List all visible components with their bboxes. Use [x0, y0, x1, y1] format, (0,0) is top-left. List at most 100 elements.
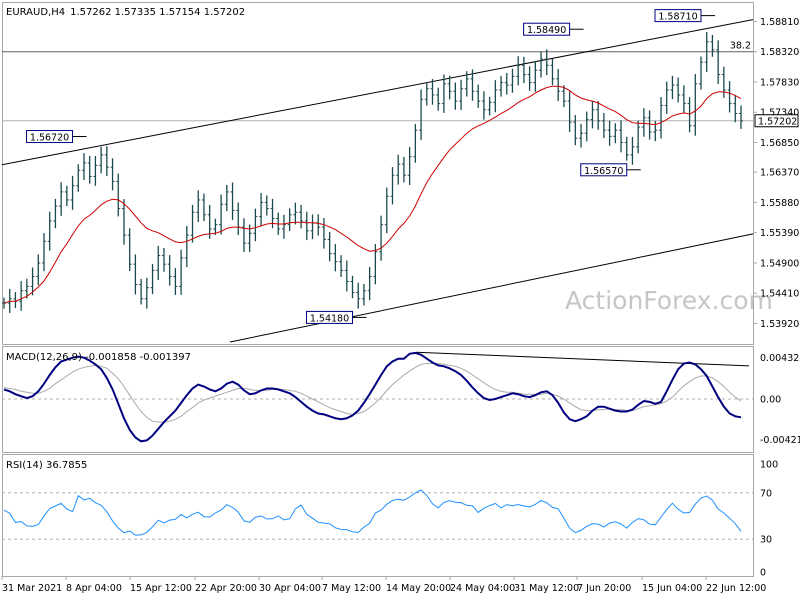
price-bar: [601, 112, 606, 139]
price-bar: [327, 231, 332, 262]
price-bar: [590, 101, 595, 129]
price-bar: [647, 110, 652, 140]
price-bar: [699, 56, 704, 90]
symbol-label: EURAUD,H4: [6, 7, 65, 18]
moving-average-line: [3, 85, 742, 304]
current-price-label: 1.57202: [758, 116, 797, 127]
price-bar: [167, 255, 172, 286]
price-bar: [630, 136, 635, 165]
price-bar: [344, 260, 349, 292]
price-bar: [104, 146, 109, 176]
price-bar: [287, 208, 292, 231]
price-bar: [693, 73, 698, 136]
price-bar: [47, 211, 52, 251]
price-bar: [24, 278, 29, 299]
price-bar: [527, 66, 532, 91]
price-bar: [413, 124, 418, 163]
price-bar: [396, 154, 401, 185]
price-bar: [687, 97, 692, 133]
price-bar: [510, 68, 515, 93]
rsi-axis-label: 100: [760, 460, 778, 471]
x-axis-label: 30 Apr 04:00: [259, 583, 321, 594]
price-bar: [407, 146, 412, 185]
price-bar: [76, 164, 81, 192]
price-bar: [339, 255, 344, 277]
price-bar: [196, 190, 201, 222]
annotation-label: 1.58710: [658, 12, 697, 23]
price-axis-label: 1.54410: [760, 289, 799, 300]
price-bar: [241, 218, 246, 253]
price-bar: [224, 184, 229, 212]
rsi-plot: [2, 489, 753, 540]
price-bar: [550, 59, 555, 86]
price-bar: [19, 281, 24, 311]
price-bar: [664, 81, 669, 114]
price-bar: [150, 263, 155, 295]
price-bar: [190, 204, 195, 243]
x-axis-label: 31 Mar 2021: [2, 583, 62, 594]
rsi-axis-label: 30: [760, 535, 772, 546]
rsi-line: [3, 489, 742, 536]
price-bar: [619, 120, 624, 153]
channel-lower-line: [229, 233, 754, 343]
annotation-label: 1.56720: [30, 133, 69, 144]
price-bar: [476, 84, 481, 108]
rsi-title: RSI(14) 36.7855: [6, 460, 87, 471]
price-bar: [721, 66, 726, 98]
ohlc-values: 1.57262 1.57335 1.57154 1.57202: [70, 7, 245, 18]
price-bar: [424, 82, 429, 106]
price-bar: [739, 105, 743, 129]
price-bar: [499, 75, 504, 97]
price-bar: [230, 182, 235, 220]
price-bar: [333, 244, 338, 272]
price-bar: [110, 158, 115, 191]
price-bar: [704, 32, 709, 73]
price-bar: [436, 87, 441, 111]
annotation-box: [654, 9, 702, 23]
price-axis-label: 1.55880: [760, 198, 799, 209]
price-bar: [121, 199, 126, 245]
chart-header: EURAUD,H4 1.57262 1.57335 1.57154 1.57202: [6, 7, 245, 18]
price-bar: [264, 195, 269, 216]
price-bar: [213, 218, 218, 235]
price-bar: [607, 120, 612, 146]
annotation-box: [306, 310, 354, 324]
price-bar: [161, 247, 166, 272]
price-bar: [533, 60, 538, 92]
annotation-label: 1.54180: [310, 313, 349, 324]
price-bar: [401, 156, 406, 183]
annotation-box: [580, 163, 628, 177]
price-bar: [596, 100, 601, 130]
price-axis-label: 1.58810: [760, 17, 799, 28]
price-bar: [464, 71, 469, 97]
price-bar: [470, 69, 475, 101]
x-axis-label: 22 Apr 20:00: [195, 583, 257, 594]
x-axis-label: 15 Jun 04:00: [642, 583, 702, 594]
price-bar: [219, 194, 224, 235]
price-bar: [556, 69, 561, 102]
price-bar: [430, 79, 435, 105]
price-bar: [419, 89, 424, 141]
annotation-box: [26, 130, 74, 144]
annotation-label: 1.56570: [584, 166, 623, 177]
price-bar: [544, 49, 549, 75]
rsi-axis-label: 70: [760, 488, 772, 499]
price-axis-label: 1.56850: [760, 138, 799, 149]
price-bar: [156, 245, 161, 280]
annotation-box: [523, 22, 571, 36]
price-bar: [521, 56, 526, 84]
watermark: ActionForex.com: [565, 286, 773, 315]
price-bar: [36, 254, 41, 286]
macd-signal-line: [3, 363, 742, 423]
price-bar: [516, 56, 521, 86]
price-bar: [41, 233, 46, 272]
price-bar: [733, 94, 738, 123]
price-bar: [99, 146, 104, 174]
price-bar: [716, 40, 721, 85]
price-bar: [259, 192, 264, 227]
rsi-panel-frame: [2, 454, 754, 577]
price-bar: [504, 73, 509, 95]
price-bar: [139, 278, 144, 305]
price-bar: [30, 267, 35, 296]
